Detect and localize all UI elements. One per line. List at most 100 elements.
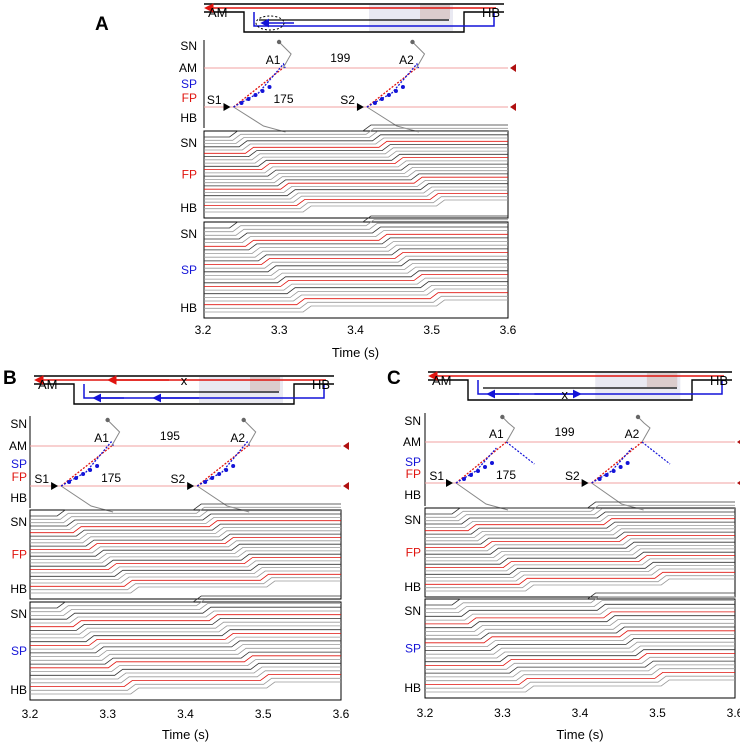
trace-label-mid: FP <box>12 548 27 562</box>
trace-line <box>30 625 341 639</box>
trace-line <box>425 504 735 518</box>
trace-line <box>204 281 508 295</box>
trace-line <box>425 531 735 545</box>
trace-line <box>30 640 341 654</box>
trace-line <box>425 515 735 528</box>
trace-line <box>425 538 735 552</box>
trace-line <box>30 655 341 669</box>
trace-line <box>30 659 341 672</box>
trace-line <box>204 295 508 309</box>
ladder-label-am: AM <box>403 435 421 449</box>
trace-line <box>30 618 341 631</box>
trace-label-bottom: HB <box>180 301 197 315</box>
trace-line <box>425 656 735 670</box>
trace-line <box>425 548 735 562</box>
trace-line <box>30 621 341 635</box>
schematic: AM HB <box>204 3 504 33</box>
trace-line <box>30 533 341 547</box>
trace-line <box>204 150 508 164</box>
trace-line <box>204 219 508 233</box>
sp-dot <box>393 89 398 93</box>
trace-line <box>204 193 508 206</box>
trace-line <box>30 610 341 624</box>
trace-line <box>425 600 735 613</box>
trace-line <box>425 615 735 629</box>
trace-line <box>30 553 341 567</box>
stim-triangle <box>51 482 59 490</box>
block-marker: x <box>181 373 188 388</box>
sp-dot <box>476 469 480 473</box>
trace-line <box>204 179 508 193</box>
sp-retrograde <box>641 441 671 465</box>
trace-line <box>425 575 735 589</box>
trace-line <box>425 568 735 582</box>
time-axis: 3.2 3.3 3.4 3.5 3.6 Time (s) <box>22 707 350 742</box>
trace-line <box>425 638 735 651</box>
fp-conduction <box>60 445 113 487</box>
hb-conduction <box>196 485 250 513</box>
time-tick-label: 3.4 <box>572 706 589 720</box>
fp-conduction <box>196 445 249 487</box>
stim-interval-label: 175 <box>496 468 516 482</box>
fp-traces: SN FP HB <box>180 124 509 219</box>
am-marker-triangle <box>510 64 516 72</box>
trace-line <box>204 183 508 197</box>
stim-label: S2 <box>340 93 355 107</box>
schematic-node-box <box>646 373 678 387</box>
sp-traces: SN SP HB <box>10 595 342 701</box>
time-axis-title: Time (s) <box>556 727 603 742</box>
trace-line <box>30 681 341 695</box>
sp-dot <box>372 101 377 105</box>
hb-conduction <box>60 485 114 513</box>
trace-line <box>30 647 341 661</box>
trace-line <box>30 599 341 613</box>
sp-dot <box>217 472 222 476</box>
trace-label-top: SN <box>10 607 27 621</box>
trace-label-top: SN <box>404 513 421 527</box>
slow-path-line <box>83 384 325 399</box>
sp-dot <box>462 477 466 481</box>
panel-letter: C <box>387 368 401 389</box>
sp-dot <box>210 476 215 480</box>
fp-traces: SN FP HB <box>10 503 342 600</box>
schematic-outline <box>34 375 334 405</box>
trace-line <box>425 619 735 632</box>
trace-line <box>30 503 341 517</box>
sp-dot <box>267 85 272 89</box>
ladder-label-sp: SP <box>405 455 421 469</box>
sn-dot <box>241 417 246 423</box>
trace-line <box>425 592 735 606</box>
trace-line <box>204 124 508 138</box>
trace-line <box>30 666 341 680</box>
trace-line <box>425 630 735 644</box>
schematic: AM HB x <box>34 373 334 405</box>
trace-line <box>30 523 341 537</box>
sp-dot <box>469 473 473 477</box>
trace-line <box>30 510 341 524</box>
trace-line <box>30 603 341 616</box>
time-tick-label: 3.4 <box>177 707 194 721</box>
trace-line <box>425 511 735 525</box>
slow-path-line <box>477 380 723 395</box>
trace-label-top: SN <box>180 136 197 150</box>
trace-line <box>204 157 508 171</box>
trace-line <box>425 653 735 666</box>
trace-line <box>425 596 735 610</box>
block-marker: x <box>562 387 569 402</box>
ladder-label-sn: SN <box>10 417 27 431</box>
stim-label: S1 <box>34 472 49 486</box>
atrial-label: A2 <box>625 427 640 441</box>
schematic-right-label: HB <box>482 5 500 20</box>
stim-marker-triangle <box>343 482 349 490</box>
time-axis-title: Time (s) <box>332 345 379 360</box>
stim-label: S2 <box>170 472 185 486</box>
trace-line <box>204 277 508 291</box>
atrial-label: A1 <box>266 53 281 67</box>
trace-line <box>204 288 508 302</box>
time-tick-label: 3.6 <box>500 323 517 337</box>
trace-line <box>425 672 735 685</box>
trace-line <box>30 580 341 594</box>
sp-dot <box>490 461 494 465</box>
trace-line <box>204 292 508 306</box>
